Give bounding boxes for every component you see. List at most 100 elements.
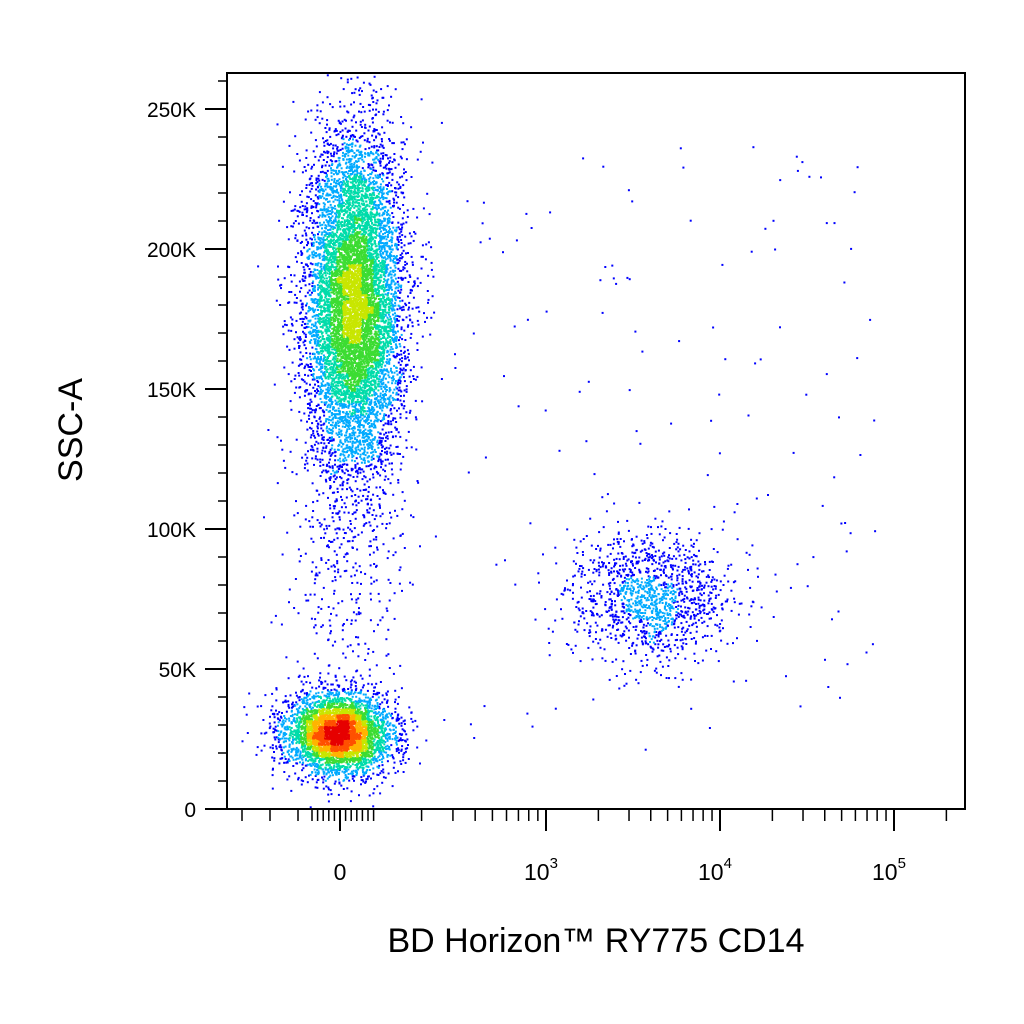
event-dot (669, 575, 672, 578)
event-dot (675, 617, 678, 620)
event-dot (708, 617, 711, 620)
event-dot (305, 226, 308, 229)
event-dot (670, 566, 673, 568)
event-dot (640, 659, 643, 662)
event-dot (308, 275, 311, 278)
event-dot (262, 719, 265, 721)
event-dot (376, 704, 379, 707)
event-dot (298, 337, 301, 340)
event-dot (653, 627, 656, 630)
event-dot (712, 326, 715, 329)
event-dot (400, 286, 402, 289)
event-dot (288, 759, 291, 762)
event-dot (381, 522, 384, 525)
event-dot (598, 615, 601, 618)
event-dot (306, 763, 309, 766)
event-dot (657, 584, 660, 587)
event-dot (697, 576, 699, 579)
event-dot (657, 593, 660, 595)
event-dot (619, 538, 622, 540)
event-dot (321, 101, 324, 104)
event-dot (347, 691, 350, 694)
event-dot (312, 300, 314, 303)
event-dot (404, 747, 407, 750)
event-dot (406, 262, 408, 265)
event-dot (775, 590, 778, 593)
event-dot (623, 540, 625, 543)
event-dot (736, 503, 739, 505)
event-dot (381, 450, 383, 452)
event-dot (323, 141, 326, 144)
event-dot (353, 574, 356, 577)
event-dot (309, 237, 312, 240)
event-dot (394, 382, 397, 385)
event-dot (363, 483, 366, 486)
event-dot (295, 500, 297, 503)
event-dot (379, 187, 382, 190)
event-dot (359, 692, 362, 695)
event-dot (381, 96, 384, 99)
event-dot (294, 205, 297, 208)
event-dot (334, 576, 337, 579)
event-dot (330, 431, 332, 434)
event-dot (369, 152, 372, 155)
event-dot (650, 585, 653, 588)
event-dot (589, 580, 592, 583)
event-dot (649, 641, 651, 643)
event-dot (356, 772, 358, 775)
event-dot (689, 616, 692, 619)
event-dot (341, 488, 344, 491)
event-dot (351, 513, 354, 516)
event-dot (275, 736, 278, 739)
event-dot (375, 698, 378, 701)
event-dot (317, 330, 319, 333)
event-dot (391, 161, 394, 163)
event-dot (382, 180, 385, 183)
event-dot (319, 110, 322, 113)
event-dot (415, 306, 418, 309)
event-dot (838, 416, 840, 419)
event-dot (329, 486, 332, 489)
event-dot (277, 730, 280, 733)
event-dot (388, 599, 391, 602)
event-dot (374, 425, 377, 427)
event-dot (652, 617, 655, 619)
event-dot (404, 369, 407, 372)
event-dot (269, 715, 271, 718)
event-dot (598, 592, 601, 595)
event-dot (318, 182, 321, 185)
event-dot (384, 458, 387, 461)
event-dot (388, 746, 391, 748)
event-dot (334, 454, 337, 457)
event-dot (615, 610, 618, 613)
event-dot (405, 439, 408, 442)
event-dot (605, 566, 608, 569)
event-dot (674, 597, 677, 600)
event-dot (601, 311, 604, 314)
event-dot (327, 695, 329, 698)
event-dot (332, 169, 335, 172)
event-dot (309, 764, 312, 767)
event-dot (697, 560, 700, 563)
event-dot (389, 754, 392, 757)
event-dot (279, 744, 282, 747)
event-dot (398, 315, 401, 318)
event-dot (403, 380, 406, 383)
event-dot (349, 446, 352, 449)
event-dot (310, 167, 313, 170)
event-dot (297, 252, 300, 255)
event-dot (655, 598, 658, 601)
event-dot (411, 583, 414, 586)
event-dot (710, 419, 713, 422)
event-dot (654, 550, 657, 553)
event-dot (596, 592, 599, 595)
event-dot (391, 337, 394, 340)
event-dot (643, 559, 646, 561)
event-dot (670, 597, 673, 600)
event-dot (349, 160, 352, 163)
event-dot (344, 155, 347, 158)
event-dot (651, 563, 654, 566)
event-dot (648, 556, 651, 559)
event-dot (392, 197, 395, 200)
